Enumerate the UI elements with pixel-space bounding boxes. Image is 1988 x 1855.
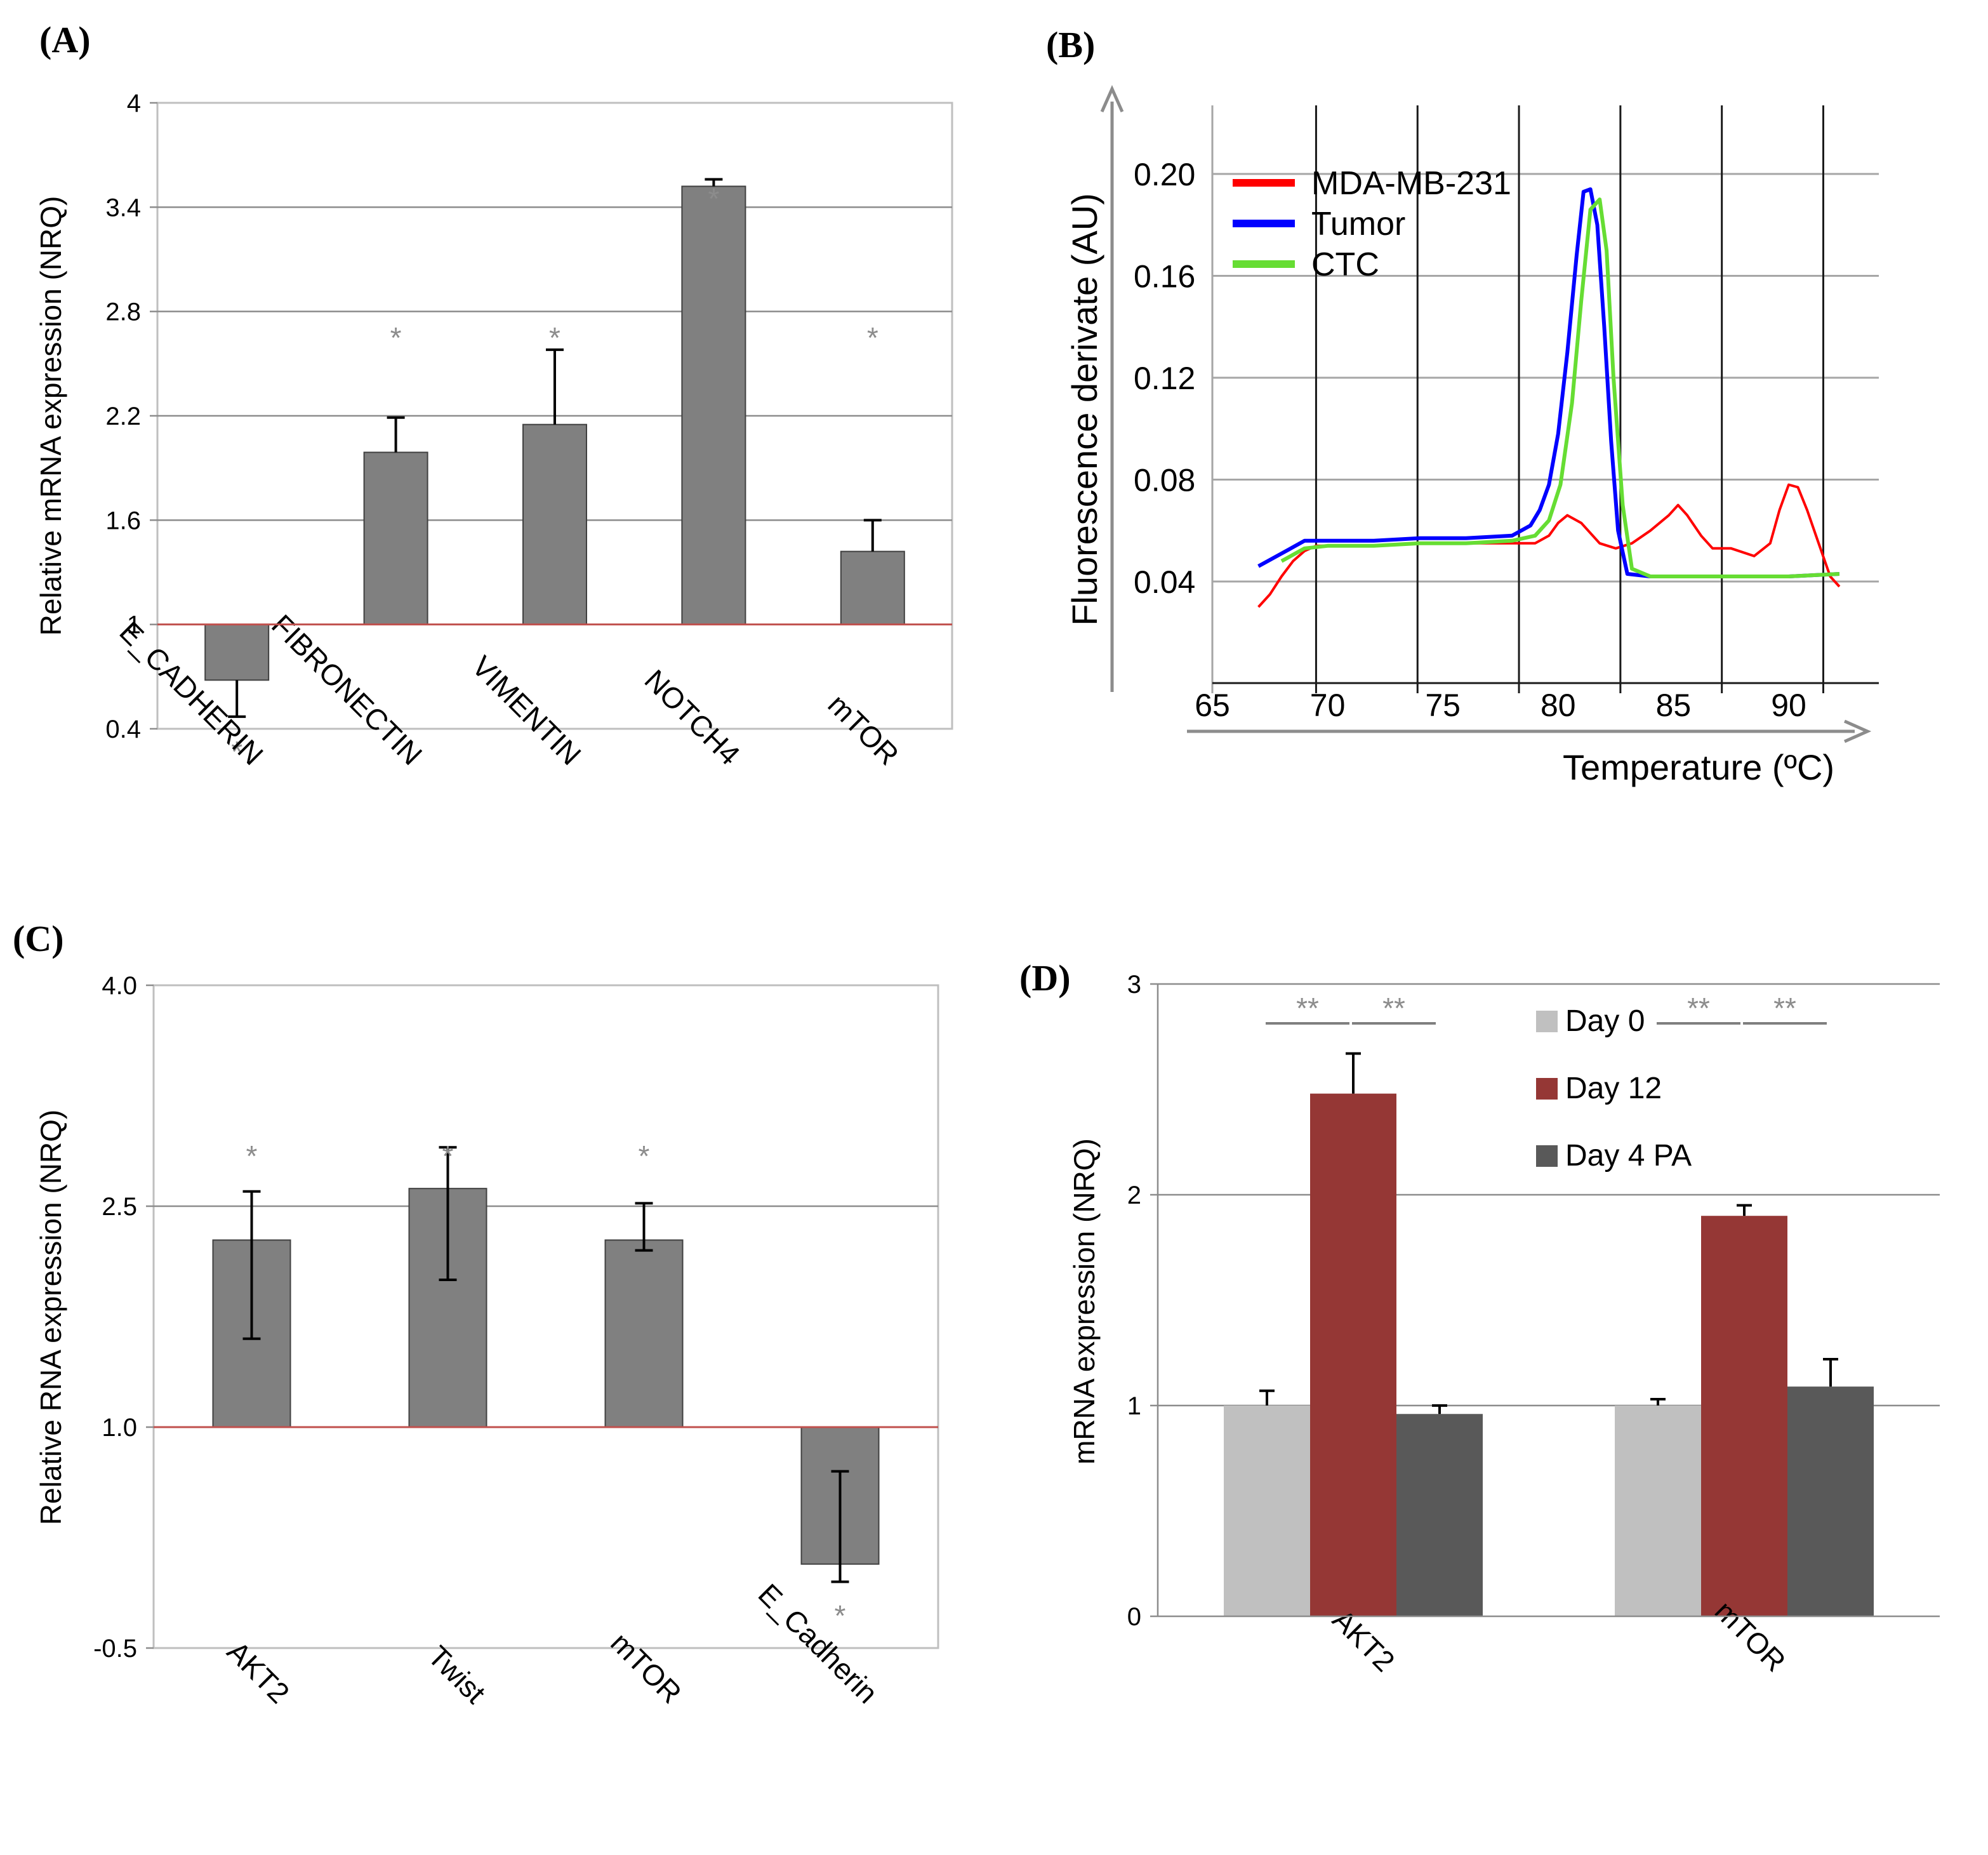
panel-a-significance-star: * [867, 321, 878, 354]
panel-a-y-tick-label: 2.2 [105, 402, 141, 430]
panel-a-bar [522, 423, 587, 625]
panel-d-y-tick-label: 3 [1127, 971, 1141, 999]
panel-b-x-tick-label: 80 [1541, 688, 1576, 723]
panel-b-y-tick-label: 0.04 [1134, 564, 1195, 600]
panel-d-significance-stars: ** [1773, 992, 1796, 1025]
panel-b-y-tick-label: 0.08 [1134, 463, 1195, 498]
panel-a-y-tick-label: 1.6 [105, 507, 141, 535]
panel-a-y-tick-label: 0.4 [105, 715, 141, 743]
panel-c-significance-star: * [246, 1140, 258, 1173]
panel-b-legend-swatch [1233, 260, 1295, 268]
panel-b-x-axis-title: Temperature (ºC) [1563, 747, 1834, 787]
panel-b-y-tick-label: 0.16 [1134, 259, 1195, 295]
panel-d-legend-label: Day 4 PA [1565, 1139, 1692, 1173]
panel-b-x-tick-label: 85 [1656, 688, 1692, 723]
panel-a-bar [363, 451, 428, 625]
panel-d-significance-stars: ** [1687, 992, 1710, 1025]
panel-c-y-tick-label: 4.0 [102, 972, 137, 1000]
panel-c-significance-star: * [639, 1140, 650, 1173]
panel-b-legend-swatch [1233, 179, 1295, 187]
panel-a-y-axis-title: Relative mRNA expression (NRQ) [34, 196, 67, 636]
panel-b-series-line-ctc [1280, 197, 1840, 578]
panel-c-bar [604, 1239, 684, 1428]
panel-c-significance-star: * [835, 1599, 846, 1632]
panel-d-legend-swatch [1536, 1011, 1558, 1032]
panel-b-x-tick-label: 75 [1425, 688, 1461, 723]
panel-c-category-label: Twist [421, 1639, 492, 1710]
panel-b-x-tick-label: 90 [1771, 688, 1806, 723]
panel-b-legend-label: Tumor [1311, 206, 1405, 243]
panel-d-y-tick-label: 0 [1127, 1603, 1141, 1631]
panel-b-legend-label: MDA-MB-231 [1311, 165, 1511, 202]
panel-a-bar [681, 185, 746, 625]
panel-d-legend-swatch [1536, 1078, 1558, 1100]
panel-a-y-tick-label: 4 [127, 90, 141, 117]
panel-b-x-tick-label: 70 [1310, 688, 1346, 723]
panel-b-letter: (B) [1046, 24, 1095, 65]
panel-a-y-tick-label: 2.8 [105, 298, 141, 326]
panel-a-significance-star: * [708, 182, 719, 215]
panel-a-significance-star: * [231, 735, 242, 768]
panel-d-y-axis-title: mRNA expression (NRQ) [1068, 1138, 1101, 1465]
panel-a-y-tick-label: 1 [127, 611, 141, 639]
panel-b-legend-swatch [1233, 220, 1295, 227]
panel-a: (A) 43.42.82.21.610.4 *E_CADHERIN*FIBRON… [34, 19, 953, 771]
panel-d-bar-day-4-pa [1396, 1414, 1483, 1616]
panel-c-y-axis-title: Relative RNA expression (NRQ) [34, 1110, 67, 1525]
panel-b-x-tick-label: 65 [1195, 688, 1230, 723]
panel-d-letter: (D) [1019, 957, 1071, 999]
panel-d-legend-swatch [1536, 1145, 1558, 1167]
panel-a-letter: (A) [39, 19, 91, 60]
panel-b-y-axis-title: Fluorescence derivate (AU) [1064, 193, 1104, 626]
panel-c-y-tick-label: 2.5 [102, 1193, 137, 1221]
panel-d-bar-day-12 [1701, 1216, 1787, 1616]
panel-d-legend-label: Day 0 [1565, 1004, 1645, 1038]
panel-c-y-tick-label: 1.0 [102, 1414, 137, 1442]
panel-c-significance-star: * [442, 1140, 454, 1173]
panel-c-letter: (C) [13, 918, 64, 959]
panel-d-significance-stars: ** [1382, 992, 1405, 1025]
panel-a-bar [840, 550, 905, 625]
panel-c: (C) 4.02.51.0-0.5 *AKT2*Twist*mTOR*E_Cad… [13, 918, 939, 1710]
panel-d-bar-day-0 [1615, 1406, 1701, 1616]
panel-d-y-tick-label: 1 [1127, 1392, 1141, 1420]
panel-b-y-arrowhead [1100, 84, 1124, 113]
panel-d-legend: Day 0 Day 12 Day 4 PA [1536, 1004, 1692, 1173]
panel-c-bar [408, 1188, 487, 1428]
panel-a-significance-star: * [390, 321, 402, 354]
panel-a-significance-star: * [549, 321, 560, 354]
panel-c-y-tick-label: -0.5 [93, 1635, 137, 1663]
panel-b-x-arrowhead [1843, 719, 1872, 743]
panel-a-bar [204, 623, 270, 681]
panel-d-y-tick-label: 2 [1127, 1181, 1141, 1209]
panel-b-y-tick-label: 0.20 [1134, 157, 1195, 192]
panel-b-legend-label: CTC [1311, 246, 1379, 283]
panel-b: (B) 0.20 0.16 0.12 0.08 0.04 65 70 75 80 85 90 Flu… [1046, 24, 1879, 787]
panel-a-y-tick-label: 3.4 [105, 194, 141, 222]
panel-d-bar-day-12 [1310, 1093, 1396, 1616]
panel-b-y-tick-label: 0.12 [1134, 361, 1195, 396]
panel-d-bar-day-0 [1224, 1406, 1310, 1616]
panel-d-bar-day-4-pa [1787, 1386, 1874, 1616]
panel-d-significance-stars: ** [1296, 992, 1319, 1025]
panel-d-legend-label: Day 12 [1565, 1072, 1662, 1105]
